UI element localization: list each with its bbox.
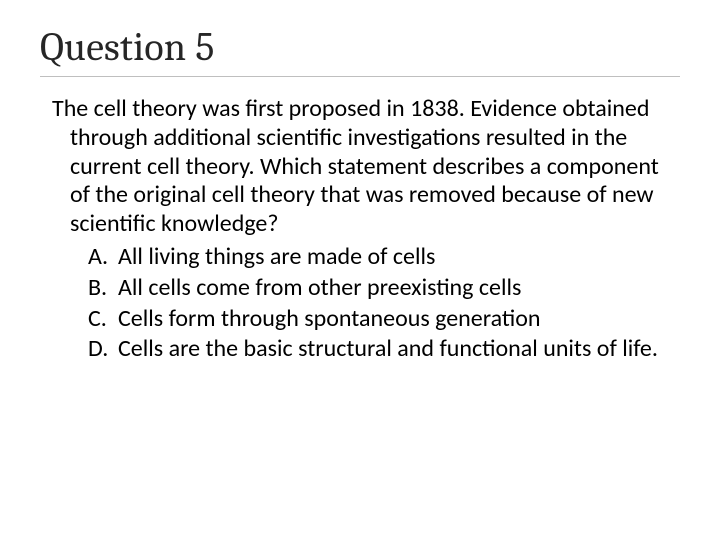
slide-title: Question 5 — [40, 24, 680, 77]
option-text: Cells form through spontaneous generatio… — [118, 305, 668, 334]
option-label: A. — [88, 243, 118, 272]
option-text: Cells are the basic structural and funct… — [118, 335, 668, 364]
option-label: D. — [88, 335, 118, 364]
option-text: All living things are made of cells — [118, 243, 668, 272]
option-label: C. — [88, 305, 118, 334]
option-label: B. — [88, 274, 118, 303]
question-prompt: The cell theory was first proposed in 18… — [52, 95, 668, 239]
option-text: All cells come from other preexisting ce… — [118, 274, 668, 303]
question-slide: Question 5 The cell theory was first pro… — [0, 0, 720, 540]
option-c: C. Cells form through spontaneous genera… — [88, 305, 668, 334]
question-body: The cell theory was first proposed in 18… — [40, 95, 680, 364]
option-d: D. Cells are the basic structural and fu… — [88, 335, 668, 364]
answer-options: A. All living things are made of cells B… — [52, 243, 668, 364]
option-b: B. All cells come from other preexisting… — [88, 274, 668, 303]
option-a: A. All living things are made of cells — [88, 243, 668, 272]
